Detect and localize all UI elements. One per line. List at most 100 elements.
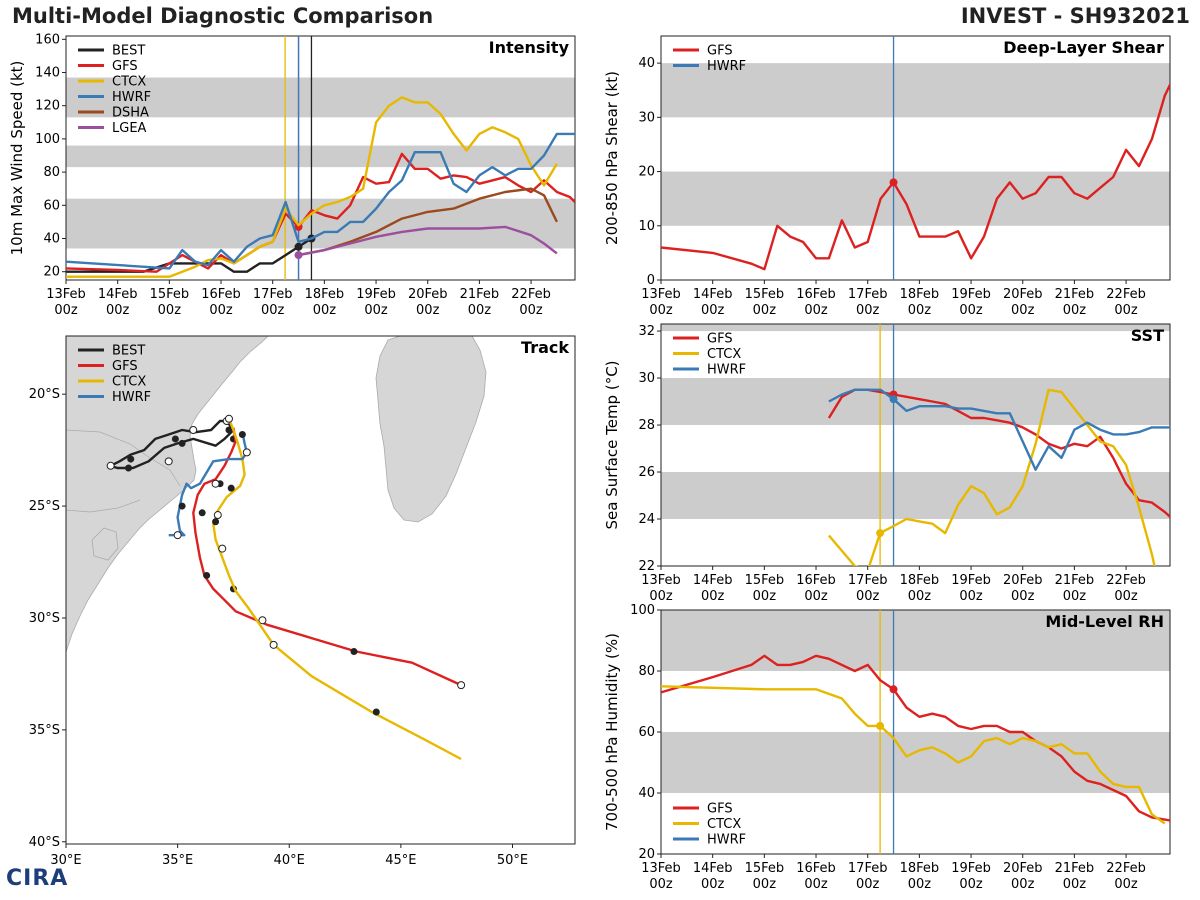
x-tick-label: 18Feb: [900, 287, 940, 302]
lesotho-outline: [91, 527, 119, 561]
track-point-filled: [350, 648, 358, 656]
x-tick-label: 21Feb: [1055, 573, 1095, 588]
x-tick-label: 17Feb: [848, 573, 888, 588]
series-point-ctcx: [876, 721, 885, 730]
y-tick-label: 32: [638, 324, 655, 339]
x-tick-label: 00z: [701, 303, 725, 318]
track-point-filled: [225, 426, 233, 434]
x-tick-label: 19Feb: [951, 573, 991, 588]
x-tick-label: 19Feb: [356, 287, 396, 302]
x-tick-label: 14Feb: [693, 573, 733, 588]
y-tick-label: 20°S: [29, 387, 60, 402]
track-point-filled: [178, 439, 186, 447]
track-point-open: [211, 479, 220, 488]
y-tick-label: 20: [43, 265, 60, 280]
x-tick-label: 00z: [959, 303, 983, 318]
series-line-hwrf: [66, 132, 575, 270]
shaded-band: [66, 198, 575, 249]
border-line: [66, 499, 141, 513]
x-tick-label: 14Feb: [693, 861, 733, 876]
series-line-ctcx: [66, 96, 558, 278]
x-tick-label: 13Feb: [641, 861, 681, 876]
x-tick-label: 21Feb: [1055, 287, 1095, 302]
x-tick-label: 19Feb: [951, 861, 991, 876]
y-tick-label: 28: [638, 418, 655, 433]
x-tick-label: 00z: [908, 589, 932, 604]
legend-label: HWRF: [112, 90, 151, 105]
shaded-band: [661, 610, 1170, 671]
x-tick-label: 13Feb: [46, 287, 86, 302]
y-axis-label: 700-500 hPa Humidity (%): [603, 633, 621, 831]
x-tick-label: 40°E: [274, 853, 305, 868]
x-tick-label: 20Feb: [1003, 573, 1043, 588]
y-axis-label: 10m Max Wind Speed (kt): [8, 61, 26, 256]
x-tick-label: 00z: [364, 303, 388, 318]
series-line-gfs: [661, 84, 1170, 271]
legend-label: CTCX: [112, 375, 146, 390]
x-tick-label: 16Feb: [201, 287, 241, 302]
x-tick-label: 21Feb: [1055, 861, 1095, 876]
series-line-gfs: [66, 152, 575, 273]
panel-title: Intensity: [489, 38, 570, 57]
y-tick-label: 40: [638, 56, 655, 71]
y-tick-label: 0: [647, 273, 655, 288]
legend-label: GFS: [707, 802, 733, 817]
series-point-gfs: [889, 178, 898, 187]
x-tick-label: 00z: [519, 303, 543, 318]
x-tick-label: 15Feb: [745, 573, 785, 588]
x-tick-label: 14Feb: [693, 287, 733, 302]
x-tick-label: 17Feb: [848, 861, 888, 876]
x-tick-label: 00z: [959, 589, 983, 604]
panel-rh: 2040608010013Feb00z14Feb00z15Feb00z16Feb…: [603, 603, 1171, 892]
series-point-best: [294, 242, 303, 251]
legend-label: LGEA: [112, 121, 147, 136]
legend-label: HWRF: [707, 59, 746, 74]
storm-id: INVEST - SH932021: [960, 4, 1190, 28]
legend-label: BEST: [112, 344, 145, 359]
x-tick-label: 00z: [313, 303, 337, 318]
shaded-band: [66, 145, 575, 168]
x-tick-label: 20Feb: [1003, 861, 1043, 876]
track-point-open: [269, 640, 278, 649]
shaded-band: [661, 472, 1170, 520]
x-tick-label: 00z: [158, 303, 182, 318]
shaded-band: [66, 77, 575, 118]
x-tick-label: 22Feb: [511, 287, 551, 302]
x-tick-label: 20Feb: [408, 287, 448, 302]
y-tick-label: 22: [638, 559, 655, 574]
x-tick-label: 00z: [959, 877, 983, 892]
legend-label: CTCX: [112, 75, 146, 90]
track-point-filled: [171, 435, 179, 443]
track-point-open: [164, 457, 173, 466]
x-tick-label: 45°E: [385, 853, 416, 868]
track-point-open: [224, 414, 233, 423]
x-tick-label: 00z: [701, 877, 725, 892]
y-tick-label: 80: [638, 664, 655, 679]
x-tick-label: 18Feb: [900, 573, 940, 588]
track-point-filled: [198, 509, 206, 517]
y-tick-label: 40: [638, 786, 655, 801]
track-point-filled: [178, 502, 186, 510]
x-tick-label: 00z: [1114, 589, 1138, 604]
x-tick-label: 22Feb: [1106, 287, 1146, 302]
legend-label: GFS: [707, 44, 733, 59]
page-title: Multi-Model Diagnostic Comparison: [12, 4, 434, 28]
legend-label: HWRF: [112, 390, 151, 405]
legend-label: HWRF: [707, 833, 746, 848]
x-tick-label: 00z: [1114, 877, 1138, 892]
axes-frame: [660, 35, 1171, 281]
x-tick-label: 00z: [856, 303, 880, 318]
y-tick-label: 140: [35, 66, 60, 81]
x-tick-label: 16Feb: [796, 287, 836, 302]
x-tick-label: 00z: [856, 589, 880, 604]
y-tick-label: 30: [638, 371, 655, 386]
x-tick-label: 20Feb: [1003, 287, 1043, 302]
axes-frame: [65, 35, 576, 281]
y-tick-label: 35°S: [29, 723, 60, 738]
track-point-filled: [127, 455, 135, 463]
x-tick-label: 00z: [753, 589, 777, 604]
x-tick-label: 00z: [649, 877, 673, 892]
panel-sst: 22242628303213Feb00z14Feb00z15Feb00z16Fe…: [603, 323, 1171, 604]
x-tick-label: 00z: [804, 303, 828, 318]
